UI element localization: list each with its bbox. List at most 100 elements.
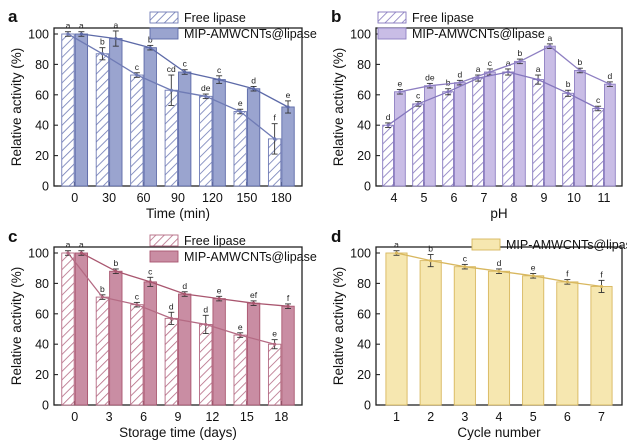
y-tick-label: 100 xyxy=(28,28,49,42)
trend-point xyxy=(578,68,582,73)
bar-free-lipase xyxy=(472,77,484,187)
y-axis-label: Relative activity (%) xyxy=(9,48,24,167)
trend-point xyxy=(536,78,540,82)
x-tick-label: 18 xyxy=(274,410,288,424)
x-tick-label: 30 xyxy=(102,191,116,205)
bar-mip-lipase xyxy=(419,260,442,406)
bar-mip-lipase xyxy=(522,275,545,406)
bar-mip-lipase xyxy=(143,281,157,406)
significance-label: a xyxy=(66,21,71,31)
bar-free-lipase xyxy=(233,334,247,406)
significance-label: c xyxy=(463,253,468,263)
y-tick-label: 40 xyxy=(35,338,49,352)
bar-free-lipase xyxy=(95,53,110,187)
y-tick-label: 0 xyxy=(42,399,49,413)
trend-line xyxy=(387,71,599,126)
x-tick-label: 10 xyxy=(567,191,581,205)
trend-point xyxy=(238,333,242,337)
x-tick-label: 0 xyxy=(71,410,78,424)
legend: MIP-AMWCNTs@lipase xyxy=(471,238,627,252)
legend-swatch xyxy=(377,11,407,24)
bar-free-lipase xyxy=(532,79,544,187)
legend-swatch xyxy=(471,238,501,251)
trend-point xyxy=(608,82,612,86)
panel-tag-c: c xyxy=(8,227,17,246)
trend-point xyxy=(169,88,173,92)
plot-frame xyxy=(53,27,303,187)
bar-free-lipase xyxy=(130,74,144,187)
bar-mip-lipase xyxy=(212,79,226,187)
trend-line xyxy=(399,45,611,93)
trend-point xyxy=(458,81,462,85)
bar-mip-lipase xyxy=(212,298,226,406)
y-axis-label: Relative activity (%) xyxy=(331,48,346,167)
bar-free-lipase xyxy=(61,33,75,187)
trend-point xyxy=(183,292,187,296)
significance-label: c xyxy=(416,91,421,101)
y-tick-label: 60 xyxy=(357,307,371,321)
trend-point xyxy=(66,251,70,255)
bar-mip-lipase xyxy=(246,88,261,187)
bar-free-lipase xyxy=(382,124,394,187)
x-axis-label: Cycle number xyxy=(457,425,541,440)
legend-label: Free lipase xyxy=(184,234,246,248)
significance-label: f xyxy=(566,269,569,279)
legend-swatch xyxy=(149,234,179,247)
trend-point xyxy=(217,78,221,82)
significance-label: b xyxy=(428,244,433,254)
y-tick-label: 40 xyxy=(35,119,49,133)
significance-label: c xyxy=(148,266,153,276)
significance-label: d xyxy=(169,301,174,311)
significance-label: f xyxy=(287,293,290,303)
bar-mip-lipase xyxy=(143,47,157,187)
trend-point xyxy=(446,90,450,94)
y-tick-label: 100 xyxy=(28,247,49,261)
legend-label: MIP-AMWCNTs@lipase xyxy=(506,238,627,252)
x-tick-label: 11 xyxy=(598,191,611,205)
x-tick-label: 3 xyxy=(106,410,113,424)
trend-point xyxy=(428,84,432,88)
plot-frame xyxy=(375,27,623,187)
bar-free-lipase xyxy=(412,103,424,187)
x-tick-label: 9 xyxy=(541,191,548,205)
legend-label: Free lipase xyxy=(412,11,474,25)
x-tick-label: 8 xyxy=(511,191,518,205)
x-tick-label: 7 xyxy=(481,191,488,205)
x-tick-label: 60 xyxy=(137,191,151,205)
significance-label: a xyxy=(79,21,84,31)
trend-point xyxy=(548,44,552,48)
bar-free-lipase xyxy=(199,323,213,406)
x-tick-label: 180 xyxy=(271,191,292,205)
x-tick-label: 5 xyxy=(530,410,537,424)
trend-point xyxy=(100,52,105,56)
x-tick-label: 150 xyxy=(236,191,257,205)
legend-swatch xyxy=(377,27,407,40)
x-tick-label: 6 xyxy=(451,191,458,205)
significance-label: b xyxy=(113,258,118,268)
bar-free-lipase xyxy=(233,111,247,187)
legend-swatch xyxy=(149,11,179,24)
significance-label: a xyxy=(506,58,511,68)
x-tick-label: 1 xyxy=(393,410,400,424)
x-tick-label: 4 xyxy=(496,410,503,424)
bar-free-lipase xyxy=(267,343,282,406)
legend-swatch xyxy=(149,250,179,263)
legend-label: MIP-AMWCNTs@lipase xyxy=(184,250,317,264)
significance-label: b xyxy=(518,48,523,58)
significance-label: a xyxy=(548,33,553,43)
bar-mip-lipase xyxy=(109,270,123,406)
significance-label: c xyxy=(135,291,140,301)
bar-mip-lipase xyxy=(74,33,89,187)
significance-label: d xyxy=(458,69,463,79)
significance-label: d xyxy=(203,304,208,314)
trend-point xyxy=(148,46,152,50)
trend-point xyxy=(497,269,501,273)
significance-label: c xyxy=(183,59,188,69)
bar-mip-lipase xyxy=(544,45,556,187)
trend-point xyxy=(79,251,83,255)
bar-mip-lipase xyxy=(556,281,579,406)
trend-point xyxy=(386,123,390,127)
significance-label: de xyxy=(201,83,211,93)
legend-label: Free lipase xyxy=(184,11,246,25)
